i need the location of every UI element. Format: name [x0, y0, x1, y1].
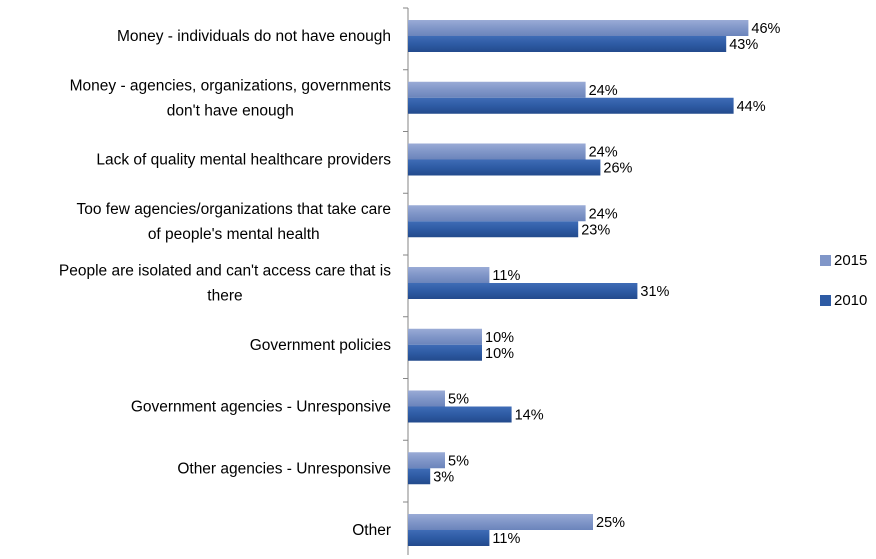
category-label: Money - agencies, organizations, governm… — [70, 77, 392, 94]
data-label-2015: 46% — [751, 21, 780, 37]
legend-swatch-2010 — [820, 295, 831, 306]
bar-2015 — [408, 390, 445, 407]
data-label-2010: 14% — [515, 408, 544, 424]
category-label: don't have enough — [167, 102, 294, 119]
data-label-2015: 10% — [485, 330, 514, 346]
category-label: Lack of quality mental healthcare provid… — [96, 152, 391, 169]
data-label-2010: 26% — [603, 161, 632, 177]
data-label-2010: 31% — [640, 284, 669, 300]
data-label-2015: 5% — [448, 453, 469, 469]
data-label-2015: 25% — [596, 515, 625, 531]
data-label-2010: 3% — [433, 469, 454, 485]
bar-2015 — [408, 81, 586, 98]
bar-2015 — [408, 205, 586, 222]
bar-2010 — [408, 283, 638, 299]
bar-2010 — [408, 406, 512, 423]
data-label-2015: 24% — [589, 83, 618, 99]
bar-2010 — [408, 36, 727, 52]
data-label-2010: 44% — [737, 99, 766, 115]
bar-2010 — [408, 344, 482, 361]
category-label: Money - individuals do not have enough — [117, 28, 391, 45]
category-label: of people's mental health — [148, 226, 320, 243]
data-label-2010: 10% — [485, 346, 514, 362]
bar-2015 — [408, 514, 593, 530]
bar-2010 — [408, 530, 490, 546]
category-label: there — [207, 288, 242, 305]
bar-2010 — [408, 468, 431, 485]
category-label: People are isolated and can't access car… — [59, 263, 391, 280]
data-label-2015: 5% — [448, 392, 469, 408]
data-label-2010: 11% — [492, 531, 520, 547]
bar-2010 — [408, 97, 734, 114]
category-label: Government agencies - Unresponsive — [131, 399, 391, 416]
bar-2015 — [408, 20, 749, 36]
data-label-2015: 24% — [589, 206, 618, 222]
bar-2015 — [408, 267, 490, 283]
bar-2015 — [408, 143, 586, 160]
legend-swatch-2015 — [820, 255, 831, 266]
category-label: Other agencies - Unresponsive — [177, 460, 391, 477]
category-label: Government policies — [250, 337, 392, 354]
data-label-2015: 24% — [589, 145, 618, 161]
data-label-2015: 11% — [492, 268, 520, 284]
bar-2015 — [408, 328, 482, 345]
legend-label-2015: 2015 — [834, 252, 867, 269]
data-label-2010: 23% — [581, 222, 610, 238]
legend-label-2010: 2010 — [834, 292, 867, 309]
category-label: Other — [352, 522, 391, 539]
bar-2015 — [408, 452, 445, 469]
category-label: Too few agencies/organizations that take… — [77, 201, 392, 218]
data-label-2010: 43% — [729, 37, 758, 53]
bar-2010 — [408, 221, 579, 238]
bar-2010 — [408, 159, 601, 176]
